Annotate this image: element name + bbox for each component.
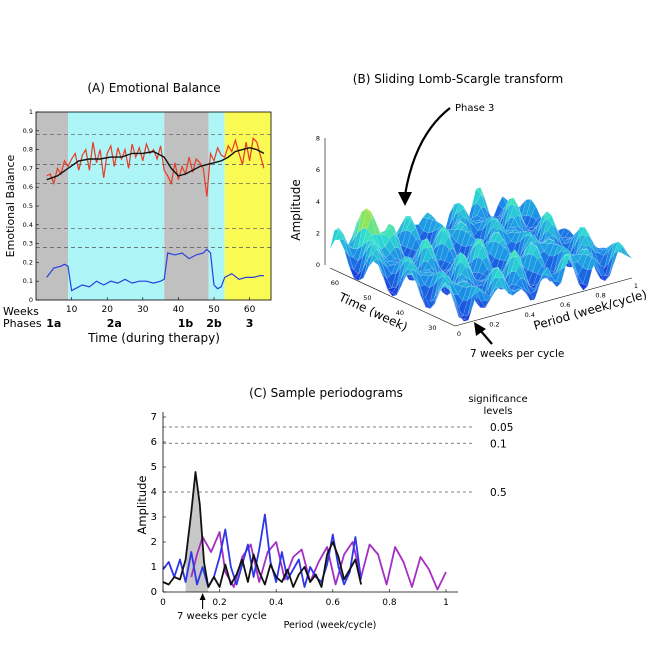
- significance-level-label: 0.1: [490, 438, 507, 450]
- phase3-arrowhead: [398, 192, 412, 206]
- phase-label: 3: [246, 317, 254, 330]
- phase3-arrow: [403, 107, 451, 196]
- phase-band: [68, 112, 165, 300]
- phase-band: [36, 112, 69, 300]
- panel-a-xlabel: Time (during therapy): [87, 331, 220, 345]
- z-tick-label: 2: [316, 229, 320, 237]
- panel-b-title: (B) Sliding Lomb-Scargle transform: [353, 72, 563, 86]
- surface-facet: [622, 245, 633, 259]
- y-tick-label: 1: [151, 562, 157, 573]
- y-tick-label: 2: [151, 537, 157, 548]
- phase-label: 1a: [46, 317, 61, 330]
- weeks-label: Weeks: [3, 305, 39, 318]
- y-tick-label: 3: [151, 512, 157, 523]
- series-line-purple-periodogram: [190, 531, 447, 591]
- phase-band: [224, 112, 271, 300]
- seven-weeks-arrow-b: [479, 329, 493, 345]
- y-tick-label: 0.9: [23, 127, 33, 135]
- time-tick-label: 50: [363, 294, 371, 302]
- y-tick-label: 0.8: [23, 146, 33, 154]
- z-tick-label: 8: [316, 135, 320, 143]
- y-tick-label: 4: [151, 487, 157, 498]
- phase-band: [164, 112, 209, 300]
- x-tick-label: 0.2: [212, 598, 226, 608]
- time-axis-line: [329, 267, 456, 327]
- y-tick-label: 1: [29, 108, 33, 116]
- y-tick-label: 0: [29, 296, 33, 304]
- significance-level-label: 0.5: [490, 487, 507, 499]
- seven-weeks-annotation-c: 7 weeks per cycle: [177, 611, 267, 622]
- z-tick-label: 0: [316, 261, 320, 269]
- z-tick-label: 4: [316, 198, 320, 206]
- panel-c-title: (C) Sample periodograms: [249, 386, 403, 400]
- y-tick-label: 0.5: [23, 202, 33, 210]
- y-tick-label: 0.2: [23, 258, 33, 266]
- seven-weeks-arrowhead-c: [199, 593, 206, 600]
- phase-label: 2b: [206, 317, 222, 330]
- phase-band: [208, 112, 225, 300]
- z-tick-label: 6: [316, 166, 320, 174]
- period-tick-label: 0.6: [560, 301, 570, 309]
- y-tick-label: 7: [151, 412, 157, 423]
- y-tick-label: 0.6: [23, 183, 33, 191]
- panel-c-xlabel: Period (week/cycle): [284, 620, 377, 631]
- panel-b-xlabel: Period (week/cycle): [532, 287, 649, 333]
- time-tick-label: 30: [428, 324, 436, 332]
- phase-label: 1b: [178, 317, 194, 330]
- period-tick-label: 1: [634, 282, 638, 290]
- y-tick-label: 5: [151, 462, 157, 473]
- significance-level-label: 0.05: [490, 422, 513, 434]
- x-tick-label: 60: [244, 305, 256, 315]
- y-tick-label: 0: [151, 587, 157, 598]
- phases-label: Phases: [3, 317, 42, 330]
- x-tick-label: 10: [66, 305, 78, 315]
- significance-header: significance: [468, 394, 527, 405]
- period-tick-label: 0.4: [525, 311, 535, 319]
- x-tick-label: 50: [208, 305, 220, 315]
- x-tick-label: 1: [443, 598, 449, 608]
- y-tick-label: 0.3: [23, 240, 33, 248]
- series-line-blue-periodogram: [162, 513, 362, 588]
- y-tick-label: 0.1: [23, 277, 33, 285]
- surface-plot: [329, 186, 633, 322]
- x-tick-label: 0: [160, 598, 166, 608]
- panel-b-lomb-scargle: (B) Sliding Lomb-Scargle transform 0 2 4 6 8…: [289, 72, 648, 360]
- phase-label: 2a: [107, 317, 122, 330]
- panel-c-ylabel: Amplitude: [135, 476, 149, 535]
- period-tick-label: 0.2: [489, 320, 499, 328]
- seven-weeks-annotation-b: 7 weeks per cycle: [470, 348, 564, 360]
- x-tick-label: 30: [137, 305, 149, 315]
- significance-header-levels: levels: [484, 406, 513, 417]
- panel-c-periodograms: (C) Sample periodograms significance lev…: [135, 386, 528, 631]
- time-tick-label: 60: [331, 279, 339, 287]
- x-tick-label: 0.4: [269, 598, 284, 608]
- period-axis-line: [454, 277, 633, 327]
- x-tick-label: 40: [173, 305, 185, 315]
- panel-a-emotional-balance: (A) Emotional Balance 0 0.1 0.2 0.3 0.4 0.5 0.…: [3, 81, 272, 345]
- panel-a-ylabel: Emotional Balance: [4, 154, 17, 257]
- x-tick-label: 0.6: [326, 598, 341, 608]
- y-tick-label: 0.4: [23, 221, 33, 229]
- y-tick-label: 6: [151, 437, 157, 448]
- x-tick-label: 20: [101, 305, 113, 315]
- time-tick-label: 40: [396, 309, 404, 317]
- phase3-annotation: Phase 3: [455, 103, 494, 114]
- y-tick-label: 0.7: [23, 164, 33, 172]
- period-tick-label: 0.8: [595, 292, 605, 300]
- series-line-blue-measure: [46, 248, 264, 292]
- panel-a-title: (A) Emotional Balance: [87, 81, 220, 95]
- panel-b-zlabel: Amplitude: [289, 179, 303, 241]
- series-line-smoothed: [46, 146, 265, 181]
- x-tick-label: 0.8: [382, 598, 397, 608]
- series-line-black-periodogram: [162, 471, 362, 588]
- peak-shaded-area: [185, 472, 209, 592]
- period-tick-label: 0: [457, 330, 461, 338]
- series-line-raw-emotional-balance: [46, 137, 265, 197]
- seven-weeks-arrowhead-b: [474, 322, 486, 336]
